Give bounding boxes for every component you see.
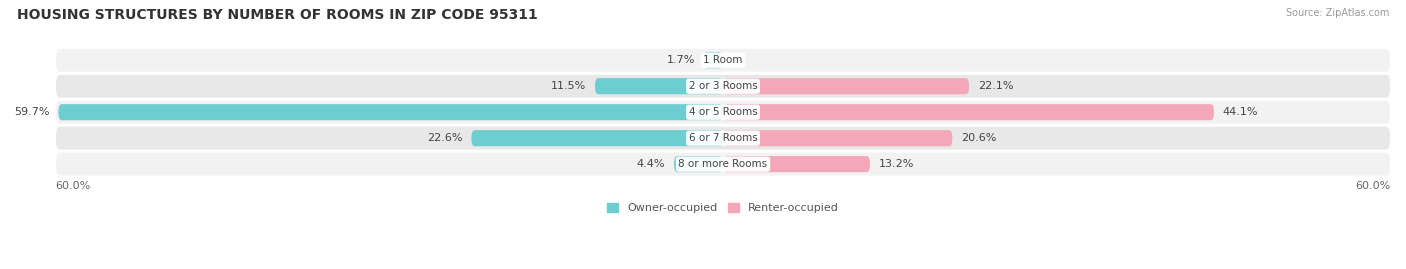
FancyBboxPatch shape xyxy=(723,78,969,94)
Text: 20.6%: 20.6% xyxy=(962,133,997,143)
FancyBboxPatch shape xyxy=(723,156,870,172)
Text: 6 or 7 Rooms: 6 or 7 Rooms xyxy=(689,133,758,143)
Text: 8 or more Rooms: 8 or more Rooms xyxy=(679,159,768,169)
Text: 22.1%: 22.1% xyxy=(979,81,1014,91)
FancyBboxPatch shape xyxy=(59,104,723,120)
FancyBboxPatch shape xyxy=(55,126,1391,151)
Text: 60.0%: 60.0% xyxy=(1355,181,1391,191)
Text: HOUSING STRUCTURES BY NUMBER OF ROOMS IN ZIP CODE 95311: HOUSING STRUCTURES BY NUMBER OF ROOMS IN… xyxy=(17,8,537,22)
FancyBboxPatch shape xyxy=(55,74,1391,99)
FancyBboxPatch shape xyxy=(704,52,723,68)
FancyBboxPatch shape xyxy=(55,152,1391,177)
FancyBboxPatch shape xyxy=(471,130,723,146)
Text: 11.5%: 11.5% xyxy=(551,81,586,91)
Text: 44.1%: 44.1% xyxy=(1223,107,1258,117)
Text: 60.0%: 60.0% xyxy=(55,181,90,191)
FancyBboxPatch shape xyxy=(723,130,952,146)
FancyBboxPatch shape xyxy=(55,100,1391,125)
Text: 1 Room: 1 Room xyxy=(703,55,742,65)
Text: 13.2%: 13.2% xyxy=(879,159,914,169)
FancyBboxPatch shape xyxy=(723,104,1213,120)
Text: Source: ZipAtlas.com: Source: ZipAtlas.com xyxy=(1285,8,1389,18)
Text: 4.4%: 4.4% xyxy=(637,159,665,169)
FancyBboxPatch shape xyxy=(673,156,723,172)
FancyBboxPatch shape xyxy=(595,78,723,94)
FancyBboxPatch shape xyxy=(55,48,1391,73)
Text: 4 or 5 Rooms: 4 or 5 Rooms xyxy=(689,107,758,117)
Text: 59.7%: 59.7% xyxy=(14,107,49,117)
Text: 22.6%: 22.6% xyxy=(427,133,463,143)
Text: 2 or 3 Rooms: 2 or 3 Rooms xyxy=(689,81,758,91)
Text: 1.7%: 1.7% xyxy=(666,55,695,65)
Legend: Owner-occupied, Renter-occupied: Owner-occupied, Renter-occupied xyxy=(607,203,839,213)
